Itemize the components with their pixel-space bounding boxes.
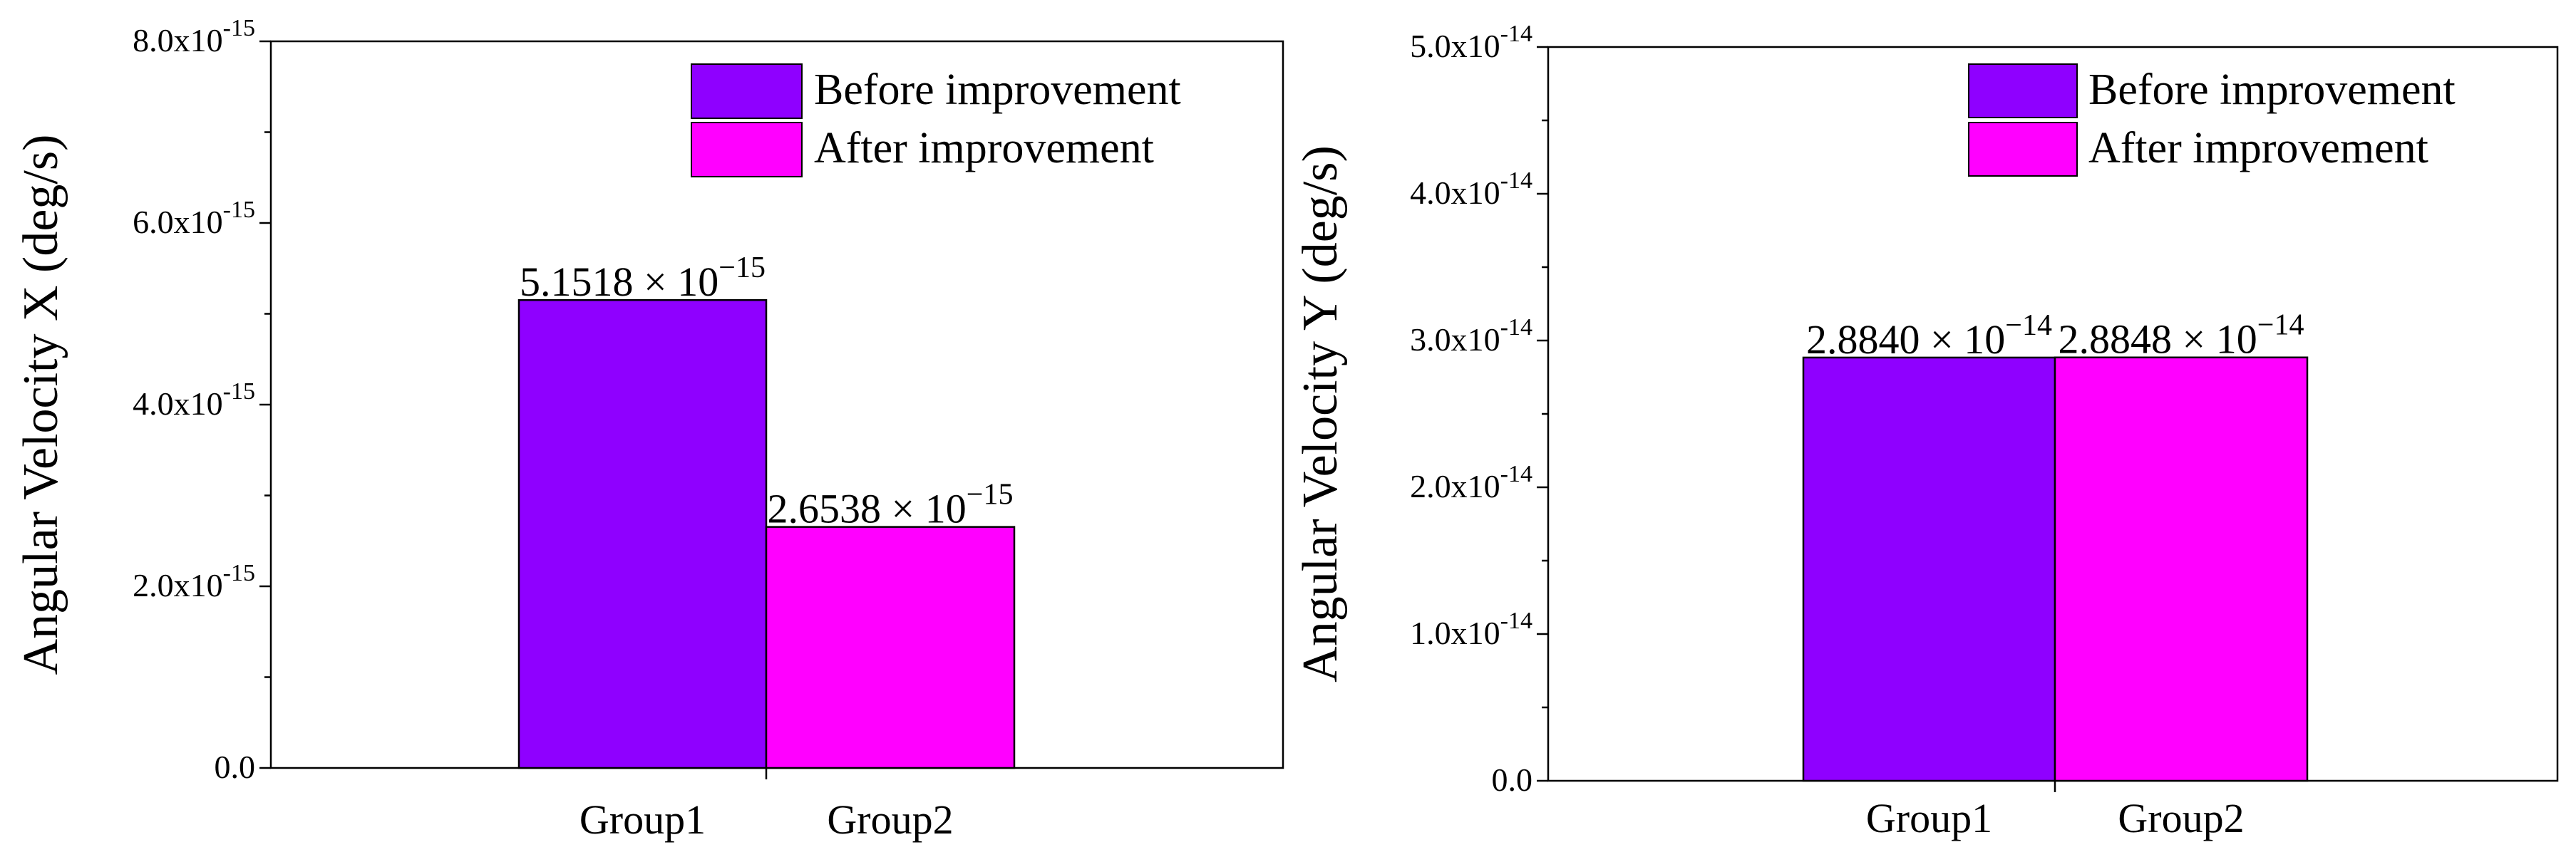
data-label-group1-mantissa: 2.8840 × 10 [1806,316,2005,363]
data-label-group1: 2.8840 × 10−14 [1806,309,2052,363]
data-label-group2-mantissa: 2.8848 × 10 [2059,316,2257,363]
data-label-group2: 2.8848 × 10−14 [2059,309,2304,363]
y-tick-label: 8.0x10-15 [133,15,255,58]
y-tick-label: 4.0x10-14 [1410,167,1532,211]
y-tick-label: 0.0 [1492,762,1533,798]
legend: Before improvement After improvement [1968,63,2456,177]
y-tick-label-exponent: -14 [1500,21,1532,47]
y-tick-label: 2.0x10-15 [133,560,255,603]
y-tick-label-mantissa: 2.0x10 [133,567,223,603]
bar-group1 [517,298,768,769]
y-tick-label-exponent: -15 [223,378,255,405]
chart-panel-angular-velocity-y: 0.01.0x10-142.0x10-143.0x10-144.0x10-145… [1293,21,2559,841]
y-tick-label-exponent: -14 [1500,314,1532,341]
y-tick-label-exponent: -14 [1500,461,1532,487]
legend-label-1: After improvement [814,124,1154,172]
y-tick-label: 6.0x10-15 [133,197,255,240]
x-tick-label-group1: Group1 [579,796,706,843]
y-axis-label: Angular Velocity Y (deg/s) [1293,145,1348,682]
y-tick-label-exponent: -14 [1500,608,1532,634]
legend-swatch-0 [691,63,803,119]
data-label-group2-exponent: −15 [967,479,1014,512]
y-tick-label-mantissa: 4.0x10 [1410,175,1500,211]
y-tick-label-mantissa: 5.0x10 [1410,28,1500,64]
data-label-group1-exponent: −15 [718,251,766,284]
y-tick-label: 3.0x10-14 [1410,314,1532,358]
y-tick-label-mantissa: 4.0x10 [133,385,223,422]
x-tick-label-group1: Group1 [1866,795,1992,841]
data-label-group1-exponent: −14 [2005,309,2052,342]
legend-label-0: Before improvement [2088,66,2456,114]
data-label-group1-mantissa: 5.1518 × 10 [520,259,718,305]
bar-group1 [1802,356,2056,782]
y-tick-label-mantissa: 2.0x10 [1410,468,1500,504]
y-tick-label-exponent: -15 [223,197,255,223]
data-label-group2-exponent: −14 [2257,309,2304,342]
y-tick-label-mantissa: 0.0 [215,749,256,785]
bar-group2 [765,526,1016,769]
y-tick-label: 1.0x10-14 [1410,608,1532,651]
legend-label-0: Before improvement [814,66,1181,114]
y-tick-label: 5.0x10-14 [1410,21,1532,64]
data-label-group1: 5.1518 × 10−15 [520,251,766,305]
legend-swatch-0 [1968,63,2078,118]
legend-label-1: After improvement [2088,124,2428,172]
legend-swatch-1 [1968,122,2078,177]
y-tick-label-mantissa: 3.0x10 [1410,321,1500,358]
y-tick-label-exponent: -15 [223,560,255,586]
y-tick-label-mantissa: 1.0x10 [1410,615,1500,651]
data-label-group2-mantissa: 2.6538 × 10 [768,486,967,532]
legend-swatch-1 [691,122,803,177]
chart-panel-angular-velocity-x: 0.02.0x10-154.0x10-156.0x10-158.0x10-155… [14,15,1284,843]
bar-group2 [2054,356,2309,782]
y-tick-label-exponent: -15 [223,15,255,41]
y-tick-label: 2.0x10-14 [1410,461,1532,504]
legend: Before improvement After improvement [691,63,1181,177]
y-tick-label-exponent: -14 [1500,167,1532,194]
x-tick-label-group2: Group2 [2118,795,2244,841]
y-tick-label-mantissa: 8.0x10 [133,22,223,58]
y-tick-label: 4.0x10-15 [133,378,255,422]
data-label-group2: 2.6538 × 10−15 [768,479,1014,532]
y-tick-label-mantissa: 6.0x10 [133,204,223,240]
y-tick-label: 0.0 [215,749,256,785]
y-axis-label: Angular Velocity X (deg/s) [14,135,68,675]
x-tick-label-group2: Group2 [827,796,953,843]
y-tick-label-mantissa: 0.0 [1492,762,1533,798]
